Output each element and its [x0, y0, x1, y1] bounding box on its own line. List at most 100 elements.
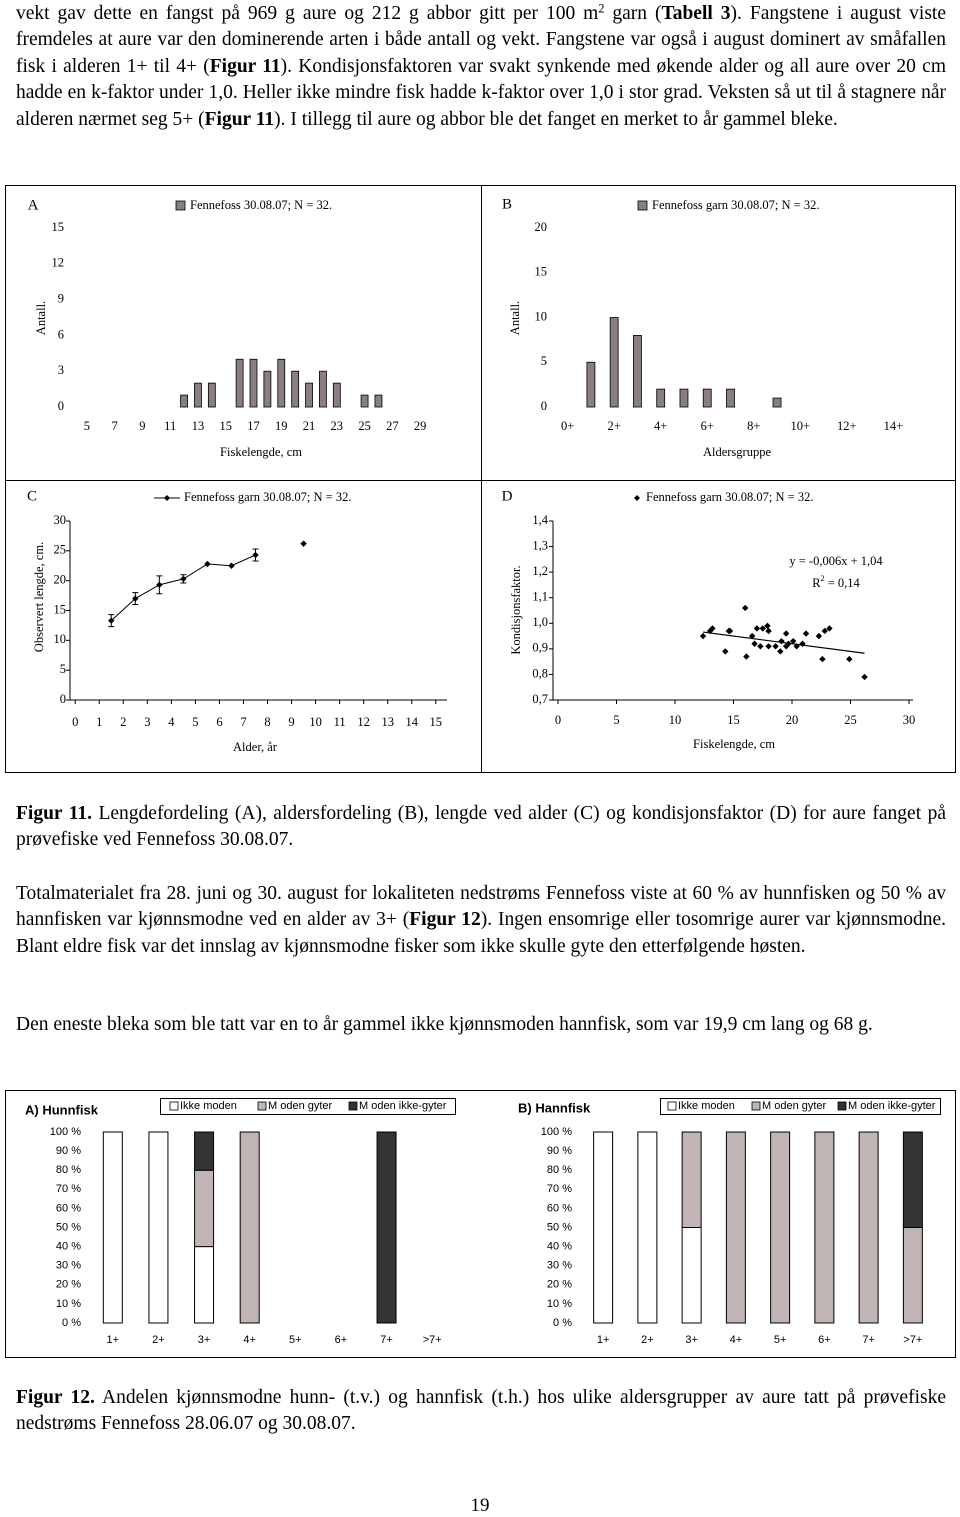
- x-tick-label: 1+: [597, 1334, 610, 1346]
- point: [777, 648, 784, 655]
- y-axis-label: Kondisjonsfaktor.: [509, 565, 523, 654]
- marker: [252, 551, 259, 559]
- point: [699, 632, 707, 640]
- x-tick-label: 7+: [380, 1334, 393, 1346]
- text-run: Andelen kjønnsmodne hunn- (t.v.) og hann…: [16, 1387, 946, 1435]
- legend-label: Fennefoss garn 30.08.07; N = 32.: [184, 490, 351, 504]
- legend-label: Fennefoss garn 30.08.07; N = 32.: [652, 198, 819, 212]
- x-tick-label: 6+: [335, 1334, 348, 1346]
- legend-marker: [634, 495, 640, 501]
- figure-caption: Figur 11. Lengdefordeling (A), aldersfor…: [16, 801, 946, 854]
- trendline-equation: y = -0,006x + 1,04: [789, 554, 883, 568]
- y-tick-label: 15: [52, 220, 65, 234]
- r-squared-part: R: [812, 576, 821, 590]
- bar: [207, 382, 216, 408]
- y-tick-label: 30 %: [547, 1260, 572, 1272]
- line: [111, 544, 303, 621]
- x-tick-label: 10+: [791, 419, 811, 433]
- x-tick-label: 6: [216, 715, 222, 729]
- bar-segment: [194, 1169, 215, 1248]
- x-tick-label: 12+: [837, 419, 857, 433]
- x-tick-label: 4+: [654, 419, 667, 433]
- y-tick-label: 90 %: [547, 1145, 572, 1157]
- bar: [291, 370, 300, 408]
- point: [765, 627, 772, 635]
- point: [793, 643, 800, 650]
- y-tick-label: 15: [535, 265, 548, 279]
- y-tick-label: 1,0: [532, 615, 548, 629]
- y-tick-label: 1,1: [532, 590, 548, 604]
- figure-frame: [5, 1090, 956, 1358]
- x-tick-label: 3+: [685, 1334, 698, 1346]
- legend-label: Fennefoss 30.08.07; N = 32.: [190, 198, 332, 212]
- y-tick-label: 20: [535, 220, 548, 234]
- x-tick-label: 13: [381, 715, 394, 729]
- y-tick-label: 100 %: [541, 1126, 572, 1138]
- y-tick-label: 3: [58, 363, 64, 377]
- text-run: Den eneste bleka som ble tatt var en to …: [16, 1014, 873, 1035]
- y-tick-label: 20: [54, 573, 67, 587]
- point: [778, 637, 785, 645]
- x-tick-label: 10: [669, 713, 682, 727]
- bar-segment: [902, 1131, 923, 1228]
- bold-text: Figur 11: [204, 108, 275, 130]
- x-tick-label: 15: [727, 713, 740, 727]
- legend-swatch: [175, 200, 186, 211]
- panel-label: A: [28, 197, 39, 213]
- x-tick-label: 10: [309, 715, 322, 729]
- x-tick-label: 19: [275, 419, 288, 433]
- bar-segment: [194, 1131, 215, 1171]
- y-tick-label: 0: [541, 399, 547, 413]
- point: [861, 673, 868, 681]
- x-tick-label: 6+: [701, 419, 714, 433]
- x-tick-label: 2+: [641, 1334, 654, 1346]
- bold-text: Figur 12.: [16, 1387, 95, 1408]
- point: [764, 622, 771, 630]
- x-tick-label: 4+: [243, 1334, 256, 1346]
- sup-text: 2: [598, 1, 605, 16]
- legend-swatch: [257, 1101, 267, 1111]
- y-tick-label: 30 %: [56, 1260, 81, 1272]
- y-axis-label: Observert lengde, cm.: [32, 542, 46, 652]
- x-tick-label: 5+: [289, 1334, 302, 1346]
- y-tick-label: 40 %: [547, 1241, 572, 1253]
- bar-segment: [681, 1227, 702, 1324]
- bar: [726, 388, 735, 408]
- x-tick-label: 9: [139, 419, 145, 433]
- point: [772, 643, 779, 650]
- legend-frame: [160, 1098, 456, 1115]
- x-tick-label: 30: [903, 713, 916, 727]
- bar-segment: [770, 1131, 791, 1324]
- legend-swatch: [348, 1101, 358, 1111]
- x-tick-label: 5: [613, 713, 619, 727]
- bar: [679, 388, 689, 408]
- bar: [263, 370, 272, 408]
- paragraph: Totalmaterialet fra 28. juni og 30. augu…: [16, 881, 946, 960]
- bold-text: Tabell 3: [661, 3, 731, 24]
- y-tick-label: 15: [54, 602, 67, 616]
- legend-swatch: [637, 200, 648, 211]
- x-tick-label: 15: [219, 419, 232, 433]
- x-tick-label: 2+: [608, 419, 621, 433]
- y-tick-label: 1,2: [532, 564, 548, 578]
- y-tick-label: 70 %: [56, 1183, 81, 1195]
- legend-label: Ikke moden: [678, 1100, 735, 1112]
- bar-segment: [814, 1131, 835, 1324]
- x-tick-label: 1+: [107, 1334, 120, 1346]
- point: [802, 630, 810, 637]
- marker: [228, 562, 235, 569]
- bar-segment: [902, 1227, 923, 1324]
- bar: [332, 382, 341, 408]
- x-tick-label: >7+: [903, 1334, 922, 1346]
- x-tick-label: 8: [264, 715, 270, 729]
- bar: [180, 394, 188, 408]
- bar: [656, 388, 666, 408]
- y-tick-label: 100 %: [50, 1126, 81, 1138]
- y-tick-label: 0,7: [532, 692, 548, 706]
- point: [709, 625, 716, 632]
- x-axis-label: Alder, år: [233, 740, 278, 754]
- y-tick-label: 50 %: [56, 1221, 81, 1233]
- point: [799, 640, 806, 647]
